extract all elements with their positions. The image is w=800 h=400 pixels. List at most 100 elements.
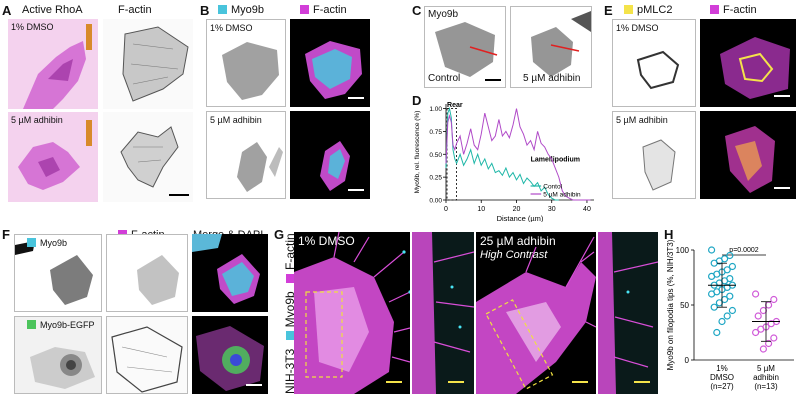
panel-g-caption-dmso: 1% DMSO bbox=[298, 234, 355, 248]
panel-b-title-f-actin: F-actin bbox=[300, 4, 347, 16]
y-tick-label: 1.00 bbox=[429, 106, 442, 113]
panel-a-actin-adhibin-image bbox=[103, 112, 193, 202]
data-point bbox=[726, 292, 734, 300]
panel-f-myo9b-image: Myo9b bbox=[14, 234, 102, 312]
data-point bbox=[726, 251, 734, 260]
line-profile-marker bbox=[469, 46, 498, 56]
panel-g-dmso-image: 1% DMSO bbox=[294, 232, 410, 394]
myo9b-cell-shape bbox=[222, 42, 279, 100]
y-tick-label: 0.25 bbox=[429, 175, 442, 182]
panel-b-title-f-actin-text: F-actin bbox=[313, 4, 347, 16]
filopodia-zoom-shape bbox=[412, 232, 474, 394]
rear-region-box bbox=[446, 108, 457, 201]
category-label: DMSO bbox=[710, 373, 734, 382]
data-point bbox=[728, 262, 737, 271]
panel-c-caption-adhibin: 5 µM adhibin bbox=[523, 73, 581, 84]
actin-cell-shape bbox=[122, 26, 189, 102]
scale-bar bbox=[169, 194, 189, 196]
y-axis-label: Myo9b, rel. fluorescence (%) bbox=[414, 111, 421, 194]
category-label: 5 µM bbox=[757, 364, 775, 373]
panel-g-adhibin-image: 25 µM adhibin High Contrast bbox=[476, 232, 596, 394]
panel-a-rhoa-adhibin-image: 5 µM adhibin bbox=[8, 112, 98, 202]
panel-c-adhibin-image: 5 µM adhibin bbox=[510, 6, 592, 88]
panel-a-caption-dmso: 1% DMSO bbox=[11, 22, 54, 32]
actin-cell-shape bbox=[111, 326, 183, 393]
panel-e-caption-dmso: 1% DMSO bbox=[616, 23, 659, 33]
annotation-rear: Rear bbox=[447, 102, 463, 109]
panel-g-caption-adhibin: 25 µM adhibin bbox=[480, 234, 556, 248]
merge-cell-shape bbox=[192, 234, 260, 304]
merge-cell-shape bbox=[305, 41, 362, 99]
filopodia-cell-shape bbox=[294, 232, 410, 394]
merge-cell-shape bbox=[725, 126, 775, 193]
data-point bbox=[767, 320, 775, 328]
data-point bbox=[751, 290, 760, 298]
panel-f-merge-egfp-image bbox=[192, 316, 268, 394]
pmlc2-cell-shape bbox=[642, 139, 676, 191]
zoom-region-box bbox=[305, 291, 343, 378]
panel-e-caption-adhibin: 5 µM adhibin bbox=[616, 115, 668, 125]
panel-label-a: A bbox=[2, 3, 12, 18]
y-tick-label: 0.75 bbox=[429, 129, 442, 136]
panel-b-myo9b-dmso-image: 1% DMSO bbox=[206, 19, 286, 107]
data-point bbox=[770, 295, 778, 304]
rhoa-cell-shape bbox=[23, 24, 92, 109]
panel-label-d: D bbox=[412, 93, 422, 108]
annotation-lamellipodium: Lamellipodium bbox=[531, 157, 580, 164]
data-point bbox=[707, 290, 716, 298]
y-axis-label: Myo9b on filopodia tips (%, NIH/3T3) bbox=[666, 239, 675, 370]
panel-e-merge-adhibin-image bbox=[700, 111, 796, 199]
pmlc2-cell-shape bbox=[636, 50, 680, 90]
data-point bbox=[718, 317, 726, 326]
panel-a-actin-dmso-image bbox=[103, 19, 193, 109]
category-label: adhibin bbox=[753, 373, 779, 382]
panel-label-h: H bbox=[664, 227, 674, 242]
panel-b-title-myo9b-text: Myo9b bbox=[231, 4, 265, 16]
scale-bar bbox=[485, 79, 501, 81]
myo9b-cell-shape bbox=[531, 11, 591, 77]
actin-cell-shape bbox=[120, 126, 179, 188]
panel-a-title-f-actin: F-actin bbox=[118, 4, 152, 16]
panel-label-f: F bbox=[2, 227, 10, 242]
panel-b-caption-dmso: 1% DMSO bbox=[210, 23, 253, 33]
filopodia-cell-shape bbox=[476, 236, 596, 394]
data-point bbox=[757, 325, 765, 333]
panel-b-merge-dmso-image bbox=[290, 19, 370, 107]
line-profile-marker bbox=[550, 44, 580, 52]
panel-f-caption-myo9b: Myo9b bbox=[27, 238, 67, 248]
magenta-swatch-icon bbox=[300, 5, 309, 14]
category-label: 1% bbox=[716, 364, 728, 373]
panel-f-caption-myo9b-egfp: Myo9b-EGFP bbox=[27, 320, 95, 330]
myo9b-cell-shape bbox=[237, 142, 283, 192]
panel-b-title-myo9b: Myo9b bbox=[218, 4, 264, 16]
panel-e-title-f-actin: F-actin bbox=[710, 4, 757, 16]
merge-cell-shape bbox=[320, 141, 350, 191]
data-point bbox=[723, 312, 731, 320]
category-label: (n=27) bbox=[710, 382, 734, 391]
colorbar-icon bbox=[86, 24, 92, 50]
data-point bbox=[715, 299, 724, 307]
data-point bbox=[759, 345, 768, 353]
merge-cell-shape bbox=[720, 37, 790, 99]
rhoa-cell-shape bbox=[18, 120, 92, 190]
panel-g-side-labels: NIH-3T3 Myo9b F-actin bbox=[276, 233, 297, 394]
significance-label: p=0.0002 bbox=[729, 247, 758, 254]
series-line-control bbox=[445, 106, 559, 201]
panel-a-title-active-rhoa: Active RhoA bbox=[22, 4, 83, 16]
series-line-adhibin bbox=[445, 108, 591, 201]
magenta-swatch-icon bbox=[710, 5, 719, 14]
panel-c-caption-control: Control bbox=[428, 73, 461, 84]
y-tick-label: 0 bbox=[685, 356, 690, 365]
scale-bar bbox=[246, 384, 262, 386]
data-point bbox=[759, 306, 768, 315]
panel-f-myo9b-egfp-image: Myo9b-EGFP bbox=[14, 316, 102, 394]
data-point bbox=[707, 246, 716, 254]
panel-e-title-pmlc2-text: pMLC2 bbox=[637, 4, 673, 16]
data-point bbox=[764, 339, 773, 348]
panel-label-c: C bbox=[412, 3, 422, 18]
panel-f-actin-egfp-image bbox=[106, 316, 188, 394]
panel-label-e: E bbox=[604, 3, 613, 18]
panel-e-merge-dmso-image bbox=[700, 19, 796, 107]
y-tick-label: 0.50 bbox=[429, 152, 442, 159]
x-tick-label: 40 bbox=[583, 206, 591, 213]
